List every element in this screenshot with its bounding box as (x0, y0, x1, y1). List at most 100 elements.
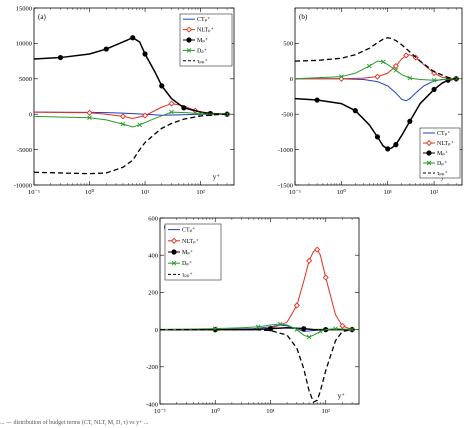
data-point (198, 111, 203, 117)
data-point (306, 334, 312, 340)
x-tick-label: 10⁰ (85, 188, 95, 196)
data-point (301, 326, 307, 332)
data-point (318, 329, 323, 334)
data-point (366, 63, 372, 69)
x-tick-label: 10⁻¹ (154, 408, 166, 415)
legend-label: Dₚ⁺ (437, 160, 447, 167)
series-line (295, 78, 457, 150)
legend-label: Dₚ⁺ (182, 260, 192, 267)
legend-label: Mₚ⁺ (197, 37, 208, 44)
series-layer (34, 35, 231, 175)
legend-marker (186, 37, 192, 43)
legend-marker (425, 139, 433, 147)
y-tick-label: -1500 (278, 182, 293, 189)
panel-b: 10⁻¹10⁰10¹10²-1500-1000-5000500(b)y⁺CTₚ⁺… (278, 7, 463, 196)
data-point (407, 75, 413, 81)
series-line (34, 113, 228, 175)
panel-label: (b) (299, 13, 308, 21)
data-point (142, 51, 148, 57)
x-tick-label: 10¹ (266, 408, 275, 415)
series-layer (295, 37, 460, 152)
legend-label: τₚₚ⁺ (437, 170, 448, 177)
legend-label: τₚₚ⁺ (182, 271, 193, 278)
legend-label: Mₚ⁺ (437, 150, 448, 157)
y-tick-label: 400 (148, 253, 158, 260)
data-point (103, 46, 109, 52)
data-point (120, 121, 126, 127)
data-point (224, 111, 230, 117)
data-point (86, 109, 93, 116)
x-axis-label: y⁺ (213, 173, 221, 181)
data-point (403, 52, 410, 59)
x-tick-label: 10⁰ (211, 407, 221, 415)
data-point (333, 326, 338, 331)
legend: CTₚ⁺ NLTₚ⁺ Mₚ⁺ Dₚ⁺ τₚₚ⁺ (179, 13, 233, 67)
legend: CTₚ⁺ NLTₚ⁺ Mₚ⁺ Dₚ⁺ τₚₚ⁺ (164, 223, 222, 281)
series-line (160, 323, 353, 338)
y-tick-label: 600 (148, 215, 158, 222)
data-point (181, 105, 187, 111)
data-point (294, 327, 300, 332)
y-tick-label: 500 (283, 41, 293, 48)
data-point (168, 100, 175, 107)
data-point (169, 109, 174, 115)
data-point (393, 67, 399, 73)
y-tick-label: -200 (146, 364, 158, 371)
panel-c: 10⁻¹10⁰10¹10²-400-2000200400600(c)y⁺CTₚ⁺… (146, 215, 360, 415)
series-line (295, 37, 457, 80)
legend-label: NLTₚ⁺ (437, 140, 454, 147)
legend-label: τₚₚ⁺ (197, 58, 208, 65)
legend: CTₚ⁺ NLTₚ⁺ Mₚ⁺ Dₚ⁺ τₚₚ⁺ (419, 127, 461, 179)
data-point (380, 59, 386, 65)
data-point (57, 54, 64, 61)
panel-a: 10⁻¹ 10⁰ 10¹ 10² -10000 -5000 0 5000 10000 15000 (… (14, 5, 235, 196)
y-tick-label: 5000 (19, 76, 32, 83)
x-tick-label: 10² (430, 189, 439, 196)
data-point (267, 326, 274, 332)
data-point (159, 83, 165, 89)
x-tick-label: 10² (322, 408, 331, 415)
series-line (295, 60, 457, 81)
data-point (314, 246, 321, 253)
legend-label: NLTₚ⁺ (182, 238, 199, 245)
x-tick-label: 10² (196, 189, 205, 196)
data-point (87, 115, 92, 121)
x-axis-label: y⁺ (338, 392, 346, 400)
y-tick-label: -1000 (278, 147, 293, 154)
legend-marker (186, 48, 192, 53)
figure-caption: ... — distribution of budget terms (CT, … (0, 420, 149, 426)
x-tick-label: 10⁻¹ (289, 189, 301, 196)
legend-label: CTₚ⁺ (197, 16, 210, 23)
legend-label: NLTₚ⁺ (197, 27, 214, 34)
data-point (142, 112, 149, 119)
legend-marker (171, 249, 177, 255)
data-point (374, 73, 381, 80)
y-tick-label: 0 (29, 112, 32, 119)
data-point (137, 122, 142, 128)
legend-label: Dₚ⁺ (197, 47, 207, 54)
y-tick-label: -10000 (14, 182, 32, 189)
x-tick-label: 10⁻¹ (28, 189, 40, 196)
plot-frame (33, 7, 235, 186)
series-line (160, 328, 353, 404)
data-point (392, 63, 399, 70)
data-point (255, 324, 261, 330)
y-tick-label: 10000 (16, 41, 32, 48)
x-tick-label: 10¹ (141, 189, 150, 196)
data-point (407, 118, 413, 124)
legend-marker (171, 260, 177, 266)
data-point (385, 146, 391, 152)
data-point (322, 274, 329, 281)
y-tick-label: -400 (146, 401, 158, 408)
panel-label: (a) (38, 13, 46, 21)
y-tick-label: -5000 (17, 147, 32, 154)
series-line (295, 54, 457, 80)
y-tick-label: 0 (290, 76, 293, 83)
x-tick-label: 10⁰ (337, 188, 347, 196)
data-point (306, 257, 313, 264)
legend-marker (170, 237, 178, 244)
legend-label: CTₚ⁺ (182, 227, 195, 234)
plot-frame (294, 7, 463, 186)
y-tick-label: 0 (155, 327, 158, 334)
